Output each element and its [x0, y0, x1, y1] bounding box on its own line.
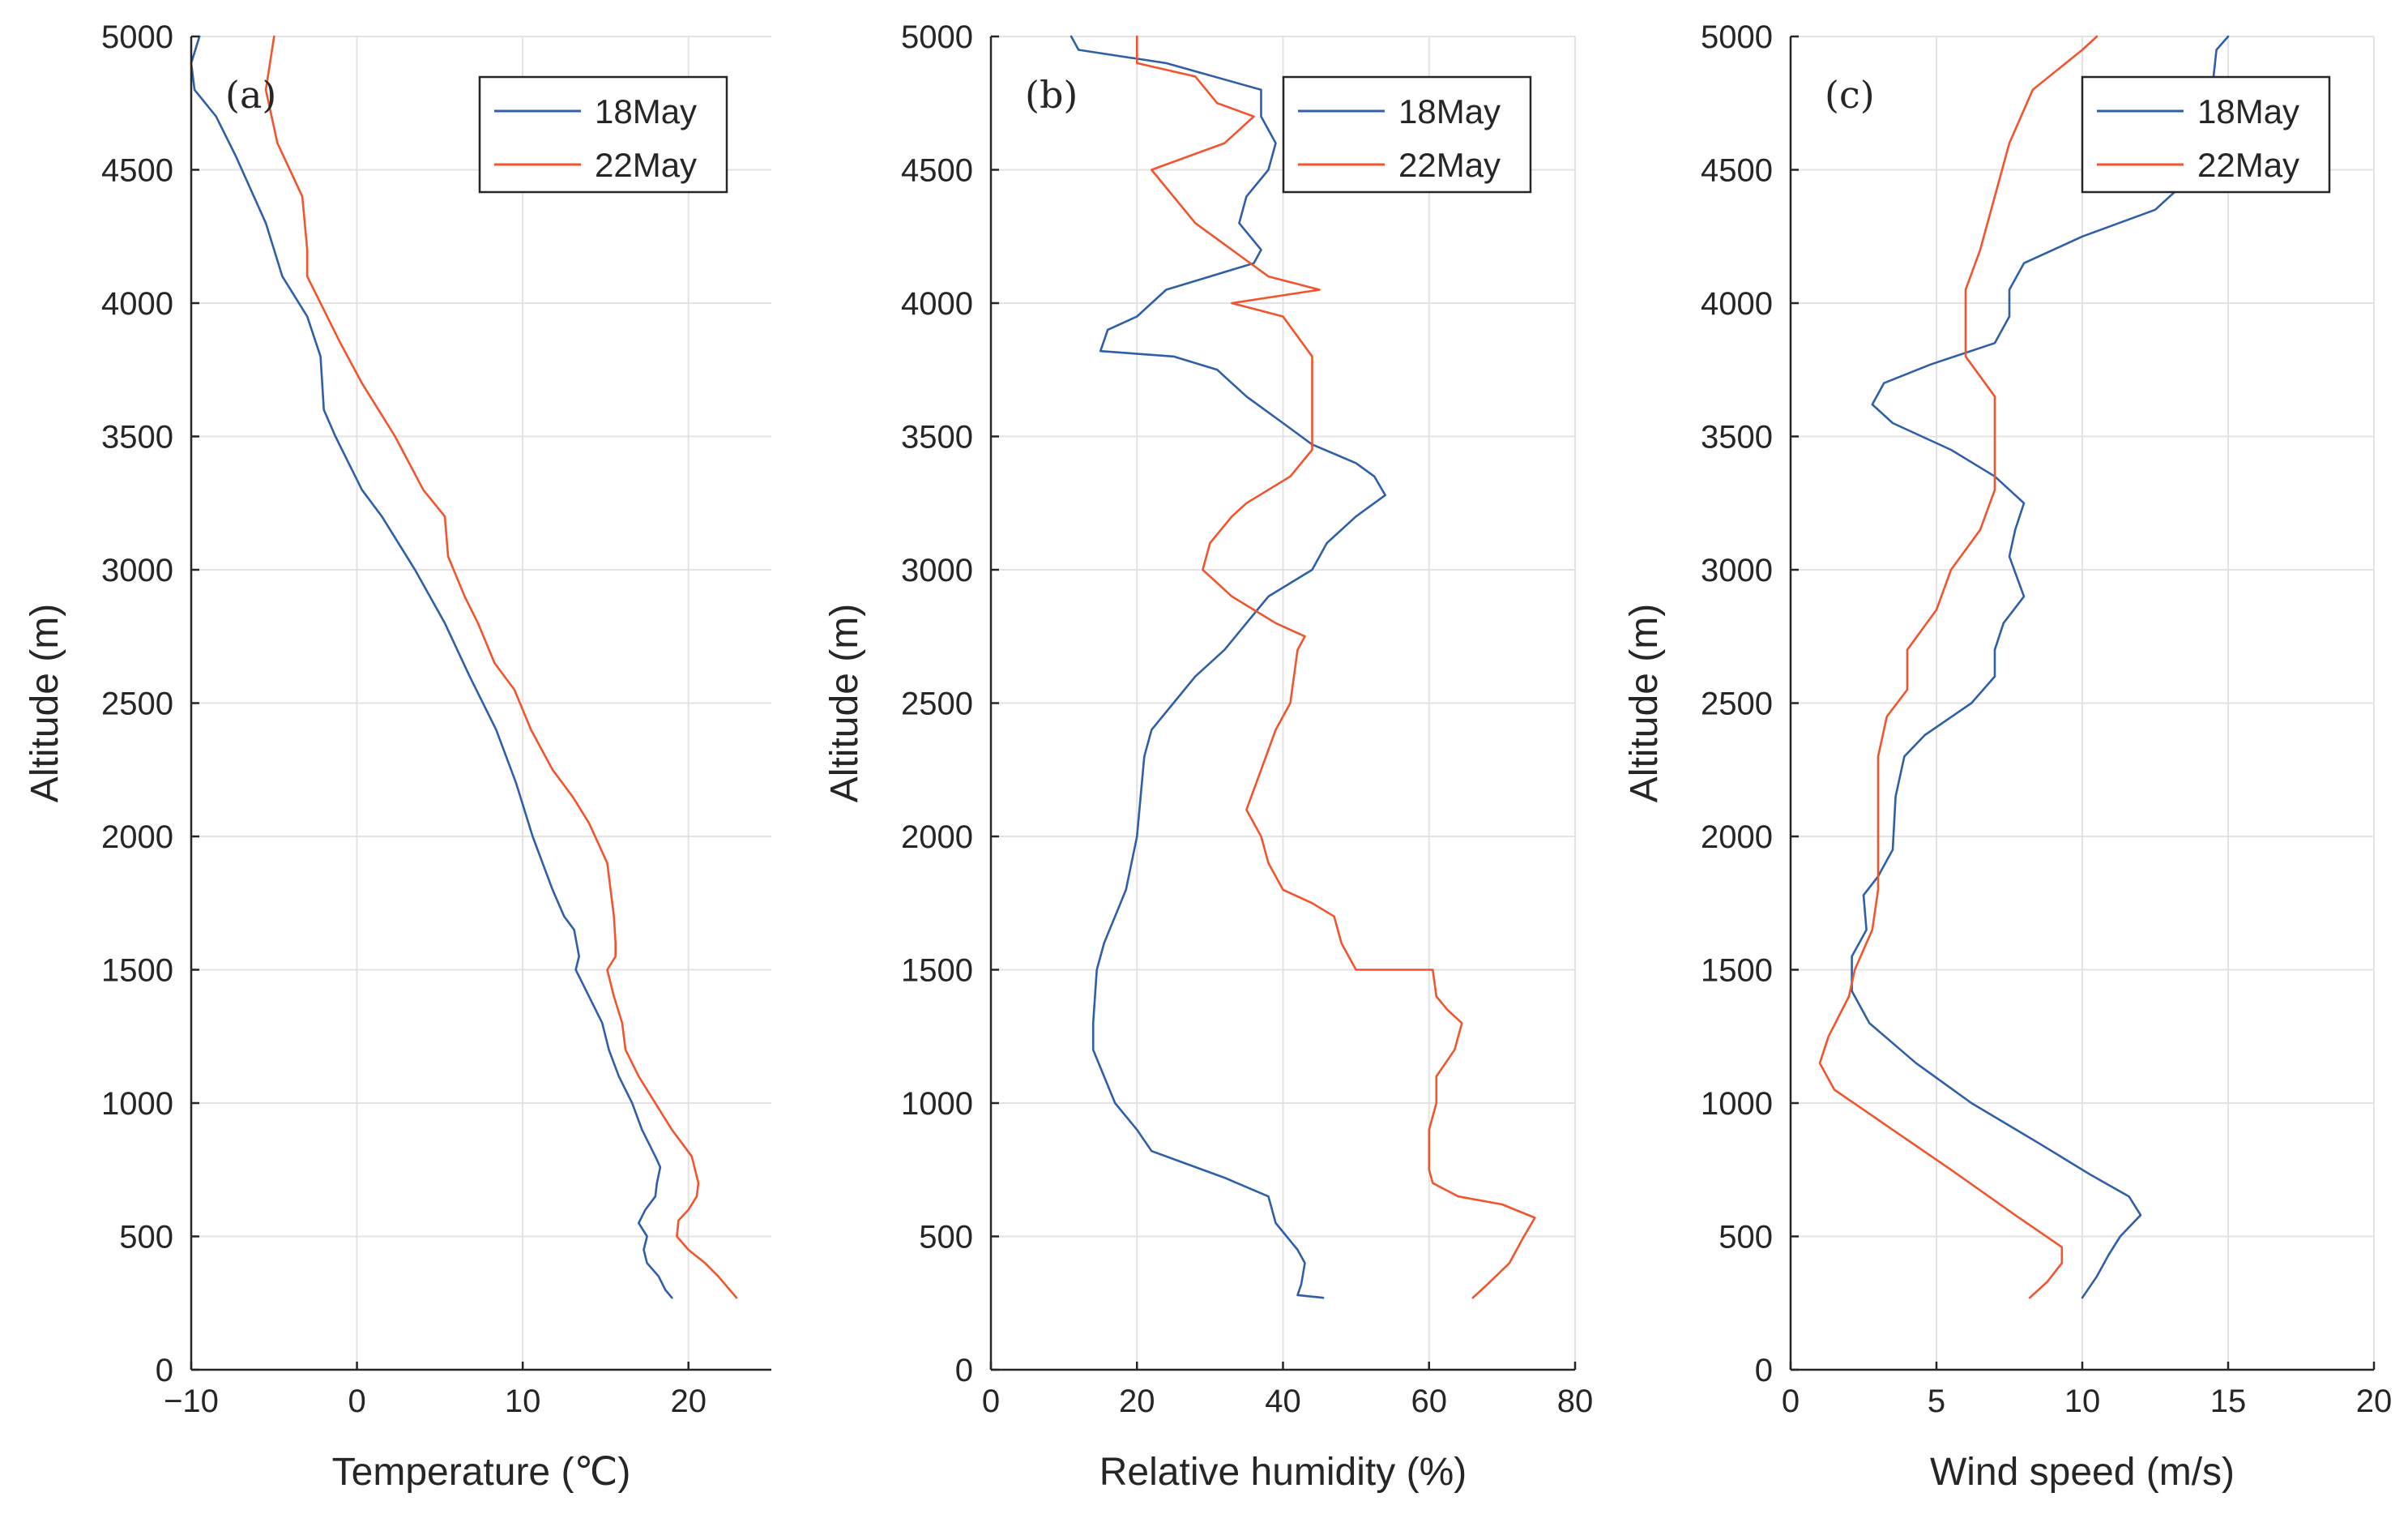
y-tick-label: 3000 [901, 553, 973, 588]
series-line-18may [1070, 35, 1386, 1299]
y-tick-label: 5000 [101, 19, 173, 55]
series-line-22may [264, 35, 738, 1299]
x-tick-label: 80 [1557, 1384, 1594, 1419]
series-line-18may [190, 35, 673, 1299]
y-tick-label: 4000 [901, 286, 973, 322]
x-tick-label: 15 [2210, 1384, 2247, 1419]
x-tick-label: 5 [1928, 1384, 1945, 1419]
x-tick-label: 60 [1411, 1384, 1448, 1419]
y-tick-label: 500 [119, 1220, 173, 1255]
legend-label-18may: 18May [2197, 92, 2299, 130]
y-tick-label: 1500 [101, 953, 173, 989]
chart-panel-b: 0 20 40 60 80 0 500 1000 1500 2000 2500 3000 3500 400… [823, 19, 1593, 1494]
legend-label-22may: 22May [595, 146, 697, 184]
y-axis-label: Altitude (m) [23, 604, 66, 802]
y-tick-label: 2000 [1701, 819, 1773, 855]
y-tick-label: 4500 [1701, 153, 1773, 189]
y-tick-label: 4500 [901, 153, 973, 189]
legend-label-18may: 18May [1398, 92, 1501, 130]
legend: 18May 22May [1282, 75, 1532, 194]
x-tick-label: 10 [505, 1384, 541, 1419]
x-tick-label: 20 [2356, 1384, 2393, 1419]
y-tick-label: 3500 [901, 420, 973, 455]
legend-box [2081, 75, 2331, 194]
y-tick-label: 5000 [1701, 19, 1773, 55]
series-line-18may [1851, 35, 2230, 1299]
y-axis-label: Altitude (m) [1623, 604, 1666, 802]
x-axis-label: Wind speed (m/s) [1930, 1451, 2235, 1494]
panel-label: (b) [1025, 73, 1078, 117]
y-tick-label: 3500 [1701, 420, 1773, 455]
x-axis-label: Relative humidity (%) [1099, 1451, 1467, 1494]
y-axis-label: Altitude (m) [823, 604, 866, 802]
y-tick-label: 1000 [101, 1086, 173, 1122]
y-tick-label: 0 [1755, 1353, 1773, 1388]
series-line-22may [1818, 35, 2098, 1299]
legend: 18May 22May [2081, 75, 2331, 194]
x-tick-label: 20 [1119, 1384, 1155, 1419]
chart-panel-a: −10 0 10 2005001000150020002500300035004000… [23, 19, 771, 1494]
x-tick-label: 0 [348, 1384, 365, 1419]
y-tick-label: 1000 [901, 1086, 973, 1122]
y-tick-label: 1500 [1701, 953, 1773, 989]
y-tick-label: 1500 [901, 953, 973, 989]
y-tick-label: 4000 [101, 286, 173, 322]
x-tick-label: 0 [1782, 1384, 1800, 1419]
chart-panel-c: 0 5 10 15 20 0 500 1000 1500 2000 2500 3000 3500 4000… [1623, 19, 2392, 1494]
x-tick-label: 0 [982, 1384, 1000, 1419]
y-tick-label: 3000 [1701, 553, 1773, 588]
legend-label-18may: 18May [595, 92, 697, 130]
y-tick-label: 2500 [101, 686, 173, 722]
y-tick-label: 500 [1718, 1220, 1773, 1255]
y-tick-label: 5000 [901, 19, 973, 55]
x-tick-label: −10 [164, 1384, 219, 1419]
y-tick-label: 1000 [1701, 1086, 1773, 1122]
x-axis-label: Temperature (℃) [332, 1451, 631, 1494]
y-tick-label: 2000 [101, 819, 173, 855]
y-tick-label: 0 [955, 1353, 973, 1388]
y-tick-label: 4000 [1701, 286, 1773, 322]
y-tick-label: 2000 [901, 819, 973, 855]
y-tick-label: 500 [919, 1220, 973, 1255]
legend-label-22may: 22May [2197, 146, 2299, 184]
panel-label: (c) [1825, 73, 1875, 117]
y-tick-label: 2500 [901, 686, 973, 722]
y-tick-label: 3500 [101, 420, 173, 455]
legend-box [478, 75, 728, 194]
y-tick-label: 2500 [1701, 686, 1773, 722]
y-tick-label: 3000 [101, 553, 173, 588]
y-tick-label: 4500 [101, 153, 173, 189]
legend-label-22may: 22May [1398, 146, 1501, 184]
y-tick-label: 0 [156, 1353, 173, 1388]
legend: 18May 22May [478, 75, 728, 194]
x-tick-label: 40 [1265, 1384, 1301, 1419]
panel-label: (a) [225, 73, 276, 117]
series-line-22may [1136, 35, 1536, 1299]
x-tick-label: 10 [2064, 1384, 2101, 1419]
x-tick-label: 20 [670, 1384, 707, 1419]
legend-box [1282, 75, 1532, 194]
